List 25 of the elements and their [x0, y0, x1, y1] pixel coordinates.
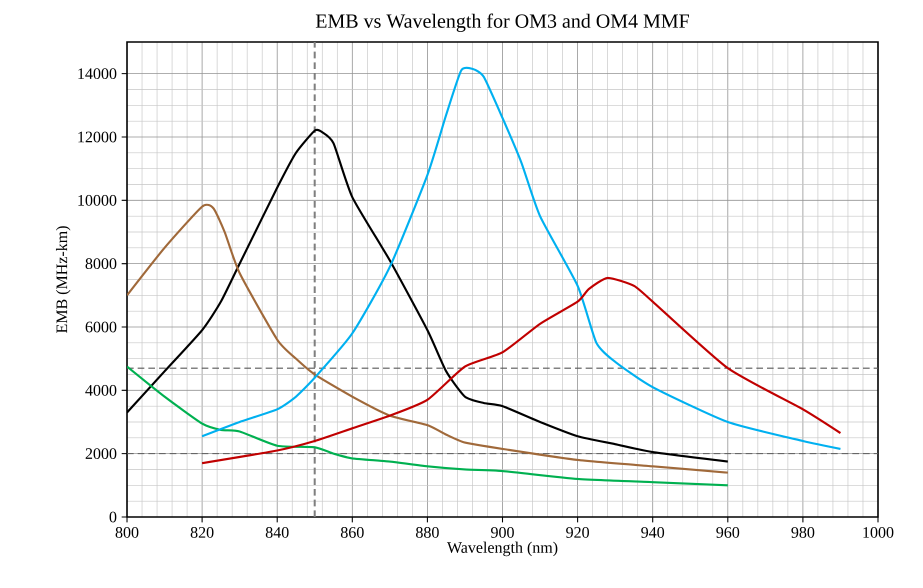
- line-series: [201, 66, 842, 450]
- y-axis-title: EMB (MHz-km): [56, 226, 70, 334]
- x-tick-label: 860: [340, 527, 364, 538]
- x-tick-label: 1000: [863, 527, 894, 538]
- y-tick-label: 0: [110, 512, 116, 522]
- y-tick-label: 2000: [86, 448, 116, 460]
- y-tick-label: 10000: [78, 194, 116, 206]
- chart-title: EMB vs Wavelength for OM3 and OM4 MMF: [316, 14, 689, 32]
- y-tick-label: 4000: [85, 384, 116, 396]
- x-tick-label: 880: [416, 527, 439, 538]
- y-tick-label: 14000: [78, 68, 116, 80]
- y-tick-label: 12000: [78, 132, 116, 142]
- y-tick-label: 8000: [86, 258, 116, 270]
- x-axis-title: Wavelength (nm): [446, 542, 558, 556]
- line-series: [201, 276, 842, 464]
- y-tick-label: 6000: [86, 322, 116, 332]
- x-tick-label: 800: [116, 527, 138, 538]
- x-tick-label: 920: [566, 527, 589, 538]
- x-tick-label: 940: [641, 527, 664, 538]
- x-tick-label: 900: [491, 527, 514, 538]
- line-series: [127, 366, 729, 486]
- x-tick-label: 820: [190, 527, 214, 538]
- x-tick-label: 960: [716, 527, 740, 538]
- x-tick-label: 840: [266, 527, 289, 538]
- x-tick-label: 980: [791, 527, 814, 538]
